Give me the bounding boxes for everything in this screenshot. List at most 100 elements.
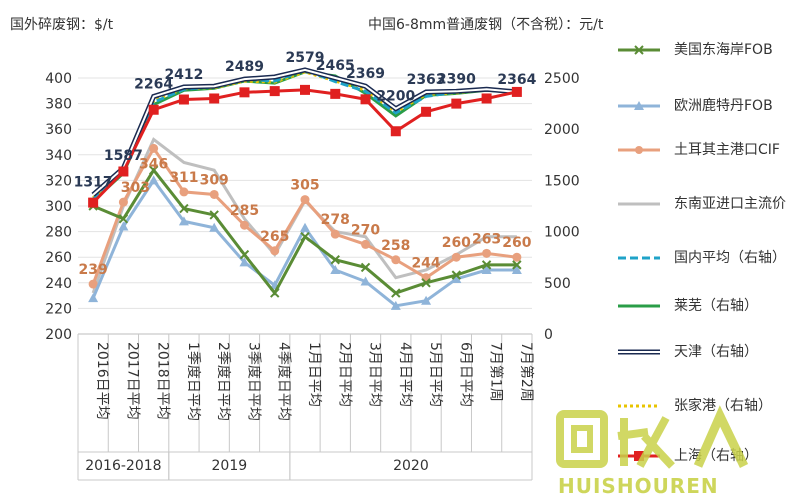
data-point-square (360, 94, 371, 105)
data-point-circle (361, 239, 371, 249)
data-point-square (88, 197, 99, 208)
left-axis-unit: 国外碎废钢：$/t (10, 17, 114, 33)
data-point-square (269, 86, 280, 97)
y-right-tick-label: 1000 (544, 225, 580, 241)
data-point-x (270, 288, 280, 298)
data-point-circle (209, 189, 219, 199)
legend-label: 美国东海岸FOB (674, 42, 773, 58)
data-point-circle (451, 252, 461, 262)
data-point-triangle (178, 216, 189, 226)
legend-marker (635, 146, 643, 154)
data-point-x (391, 288, 401, 298)
data-label-turkey: 270 (351, 222, 380, 238)
y-left-tick-label: 200 (45, 327, 72, 343)
data-point-triangle (300, 222, 310, 232)
x-group-label: 2016-2018 (85, 458, 161, 474)
data-point-square (209, 93, 220, 104)
legend-marker (634, 101, 644, 110)
data-point-triangle (390, 300, 401, 310)
y-left-tick-label: 220 (45, 301, 72, 317)
huishouren-logo-icon (556, 405, 749, 469)
data-label-domestic: 1317 (74, 175, 113, 191)
watermark-logo: HUISHOUREN (548, 396, 800, 500)
data-point-circle (88, 279, 98, 289)
data-label-turkey: 258 (381, 238, 410, 254)
y-right-tick-label: 1500 (544, 173, 580, 189)
data-point-square (421, 106, 432, 117)
y-left-tick-label: 300 (45, 199, 72, 215)
data-point-x (239, 249, 250, 260)
data-point-triangle (148, 175, 159, 185)
x-tick-label: 2季度日平均 (215, 342, 231, 421)
y-left-tick-label: 360 (45, 122, 72, 138)
y-right-tick-label: 500 (544, 276, 571, 292)
data-point-x (118, 214, 129, 224)
x-tick-label: 5月日平均 (427, 342, 443, 407)
data-label-turkey: 265 (260, 229, 289, 245)
data-label-domestic: 2364 (497, 72, 536, 88)
data-point-circle (512, 252, 522, 262)
data-point-x (512, 260, 522, 270)
data-point-triangle (451, 273, 462, 283)
data-label-turkey: 303 (121, 180, 150, 196)
x-tick-label: 2017日平均 (124, 342, 140, 420)
legend-swatch (618, 404, 660, 408)
data-point-circle (482, 248, 492, 258)
watermark-text: HUISHOUREN (558, 474, 719, 498)
data-point-triangle (209, 222, 220, 232)
data-label-turkey: 285 (230, 203, 259, 219)
data-label-turkey: 346 (139, 156, 168, 172)
legend-label: 国内平均（右轴） (674, 250, 786, 266)
data-label-turkey: 311 (169, 170, 198, 186)
data-point-x (209, 210, 219, 220)
y-left-tick-label: 340 (45, 148, 72, 164)
data-point-x (360, 262, 371, 273)
y-left-tick-label: 280 (45, 225, 72, 241)
x-tick-label: 1月日平均 (306, 342, 322, 407)
data-point-triangle (88, 293, 99, 303)
data-point-triangle (118, 221, 129, 231)
data-point-triangle (511, 265, 522, 274)
data-label-turkey: 244 (411, 256, 440, 272)
x-tick-label: 1季度日平均 (185, 342, 201, 421)
data-point-triangle (330, 265, 341, 274)
data-point-triangle (481, 265, 492, 274)
data-label-domestic: 2489 (225, 59, 264, 75)
y-left-tick-label: 240 (45, 276, 72, 292)
x-tick-label: 6月日平均 (457, 342, 473, 407)
y-left-tick-label: 320 (45, 173, 72, 189)
data-point-circle (391, 255, 401, 265)
legend-label: 土耳其主港口CIF (674, 142, 780, 158)
x-tick-label: 4季度日平均 (276, 342, 292, 421)
data-point-square (451, 98, 462, 109)
data-point-triangle (239, 257, 250, 267)
y-right-tick-label: 2000 (544, 122, 580, 138)
y-right-tick-label: 0 (544, 327, 553, 343)
y-right-tick-label: 2500 (544, 71, 580, 87)
data-label-domestic: 2369 (346, 66, 385, 82)
legend-marker (634, 451, 644, 461)
data-point-square (148, 104, 159, 115)
data-label-domestic: 2363 (407, 72, 446, 88)
data-label-domestic: 2200 (376, 89, 415, 105)
data-point-square (511, 86, 522, 97)
data-label-turkey: 263 (472, 231, 501, 247)
data-point-x (148, 165, 159, 175)
data-point-circle (270, 246, 280, 256)
data-point-x (451, 270, 462, 280)
y-left-tick-label: 400 (45, 71, 72, 87)
x-tick-label: 4月日平均 (397, 342, 413, 407)
legend-label: 东南亚进口主流价 (674, 196, 786, 212)
data-point-square (300, 84, 310, 95)
data-point-x (421, 278, 431, 288)
data-point-x (481, 260, 492, 270)
data-point-circle (149, 143, 159, 153)
x-tick-label: 3月日平均 (367, 342, 383, 407)
data-point-x (300, 232, 310, 242)
legend-swatch (618, 146, 660, 154)
legend-swatch (618, 349, 660, 355)
x-tick-label: 7月第2周 (518, 342, 535, 402)
data-label-turkey: 260 (502, 235, 531, 251)
data-label-turkey: 309 (200, 172, 229, 188)
